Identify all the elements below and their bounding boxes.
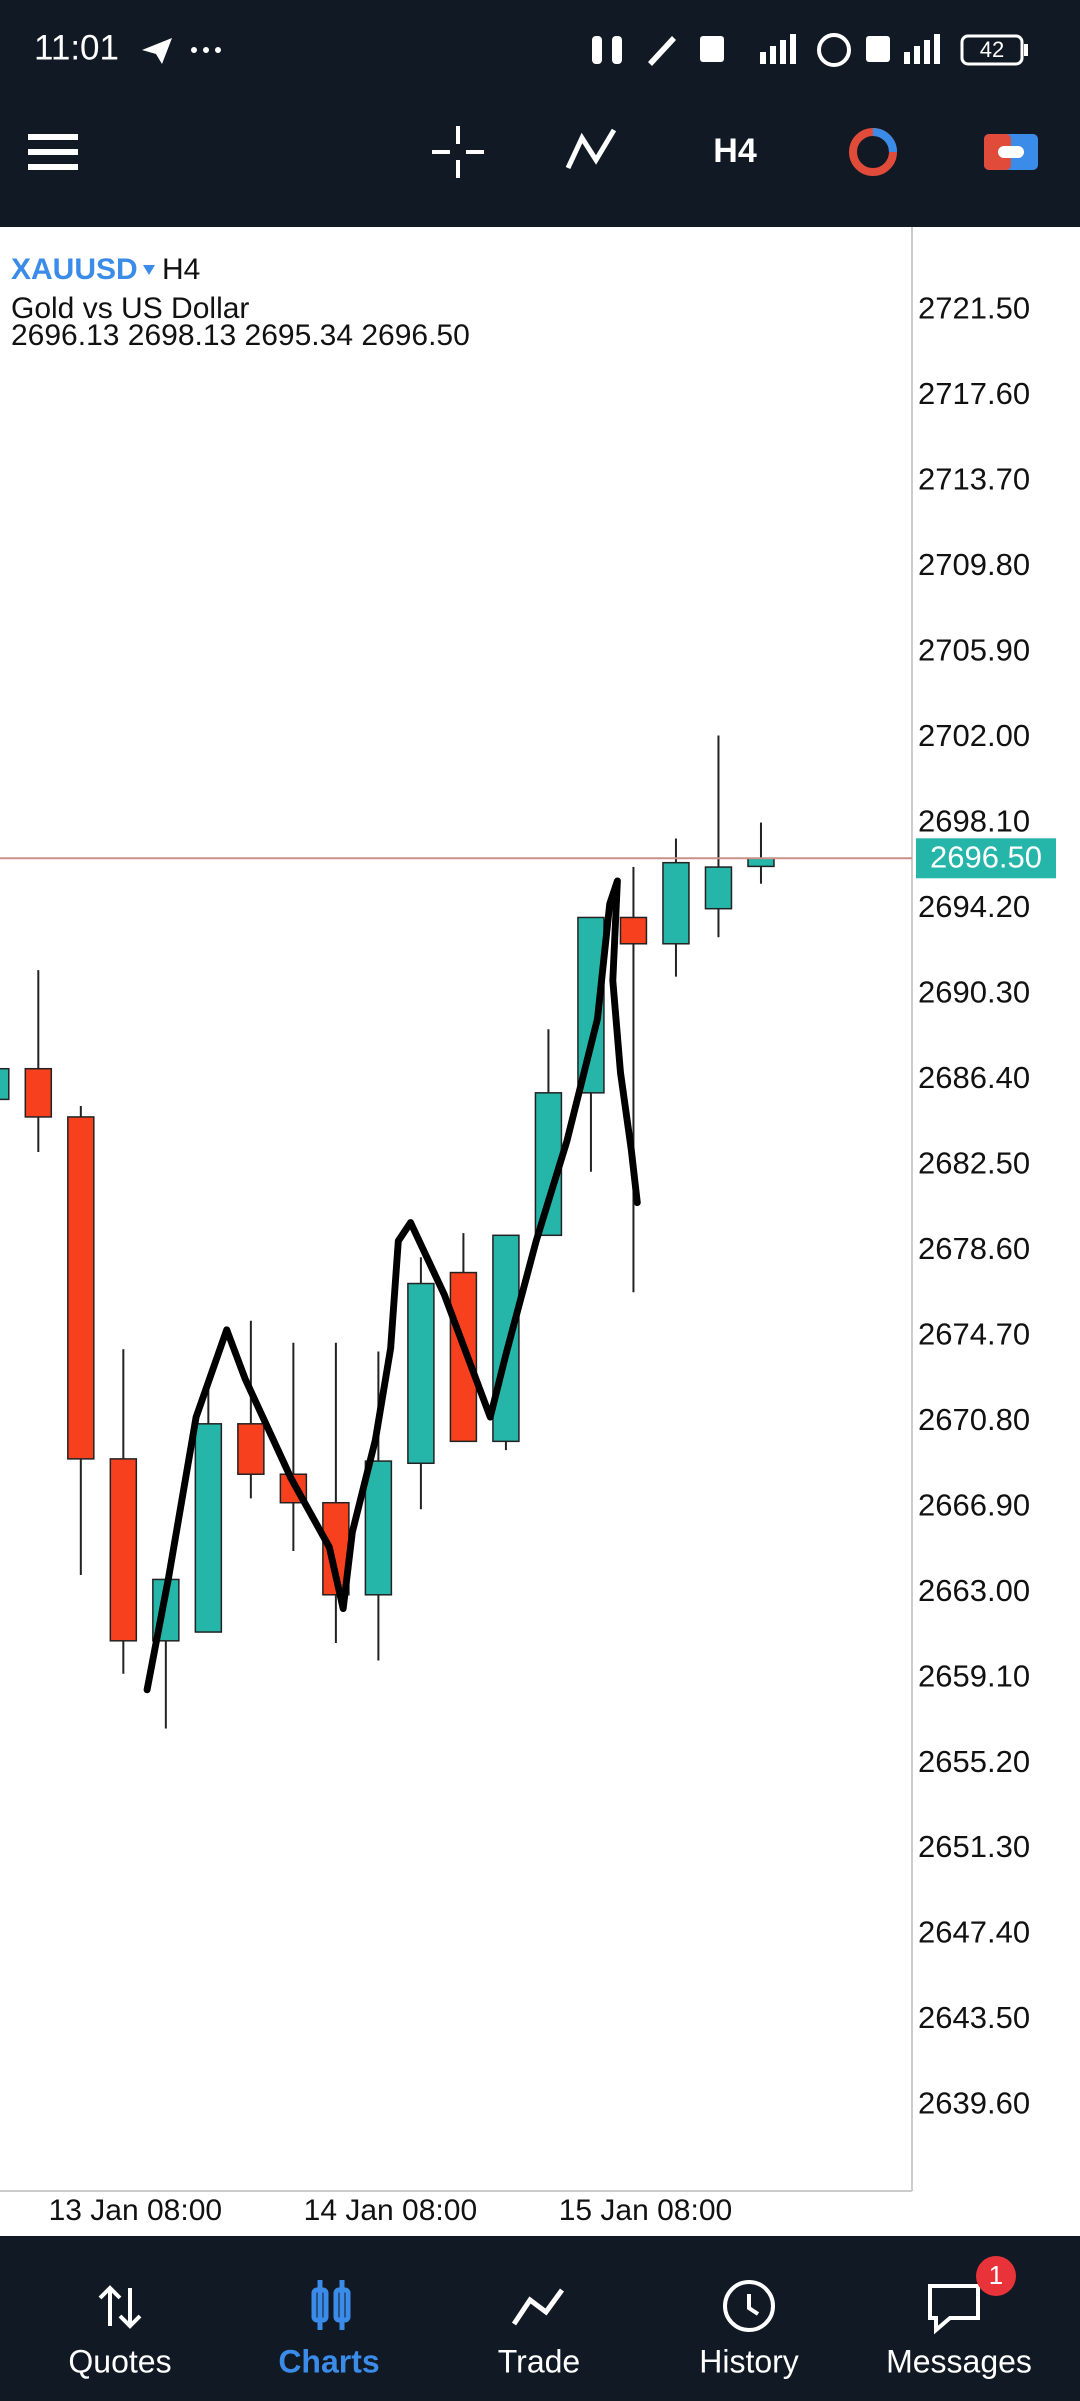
candle-body [662, 861, 690, 945]
candle-body [492, 1234, 520, 1443]
y-tick-label: 2705.90 [918, 632, 1030, 667]
y-tick-label: 2674.70 [918, 1316, 1030, 1351]
y-tick-label: 2713.70 [918, 461, 1030, 496]
candle-body [67, 1116, 95, 1460]
status-time: 11:01 [34, 28, 119, 67]
y-tick-label: 2717.60 [918, 376, 1030, 411]
y-tick-label: 2698.10 [918, 803, 1030, 838]
x-tick-label: 13 Jan 08:00 [49, 2194, 222, 2227]
trade-button-part [984, 134, 1011, 170]
y-tick-label: 2721.50 [918, 290, 1030, 325]
y-tick-label: 2666.90 [918, 1487, 1030, 1522]
color-button-part [872, 128, 897, 153]
battery-level: 42 [980, 37, 1004, 62]
y-tick-label: 2659.10 [918, 1658, 1030, 1693]
last-price-label: 2696.50 [930, 839, 1042, 874]
nav-tab[interactable]: History [699, 2343, 799, 2379]
battery-tip [1024, 44, 1028, 56]
candle-body [364, 1460, 393, 1596]
y-tick-label: 2643.50 [918, 2000, 1030, 2035]
y-tick-label: 2686.40 [918, 1060, 1030, 1095]
y-tick-label: 2678.60 [918, 1231, 1030, 1266]
y-tick-label: 2647.40 [918, 1915, 1030, 1950]
nav-tab[interactable]: Quotes [68, 2343, 171, 2379]
menu-button[interactable] [28, 134, 78, 170]
freehand-drawing [143, 877, 641, 1694]
symbol[interactable]: XAUUSD [11, 253, 138, 286]
y-tick-label: 2639.60 [918, 2086, 1030, 2121]
chart-timeframe: H4 [162, 253, 200, 286]
symbol-dropdown[interactable] [143, 265, 155, 275]
status-icons [592, 33, 940, 67]
candle-body [194, 1423, 223, 1633]
chart: XAUUSD H4 Gold vs US Dollar 2696.13 2698… [0, 227, 1056, 2227]
candle-body [747, 857, 775, 868]
y-tick-label: 2670.80 [918, 1402, 1030, 1437]
message-badge-count: 1 [989, 2260, 1003, 2290]
candle-body [449, 1271, 478, 1443]
nav-bg [0, 2236, 1080, 2401]
y-tick-label: 2702.00 [918, 718, 1030, 753]
y-tick-label: 2709.80 [918, 547, 1030, 582]
candle-body [407, 1282, 435, 1465]
candle-body [109, 1458, 138, 1642]
candle-body [24, 1067, 53, 1118]
battery [960, 34, 1024, 66]
y-tick-label: 2655.20 [918, 1744, 1030, 1779]
indicator-button[interactable] [565, 128, 617, 170]
candle-body [619, 916, 648, 945]
nav-icons [98, 2280, 980, 2335]
y-tick-label: 2663.00 [918, 1573, 1030, 1608]
y-tick-label: 2651.30 [918, 1829, 1030, 1864]
trade-button-inner [998, 146, 1024, 158]
candle-body [704, 866, 733, 910]
message-badge [976, 2256, 1016, 2296]
y-tick-label: 2694.20 [918, 889, 1030, 924]
candle-body [0, 1067, 10, 1101]
symbol-description: Gold vs US Dollar [11, 292, 249, 325]
telegram-icon [142, 38, 172, 64]
y-tick-label: 2690.30 [918, 974, 1030, 1009]
last-price-box [916, 838, 1056, 879]
nav-tab[interactable]: Trade [498, 2343, 580, 2379]
ohlc-info: 2696.13 2698.13 2695.34 2696.50 [11, 319, 470, 352]
nav-tab[interactable]: Messages [886, 2343, 1032, 2379]
y-tick-label: 2682.50 [918, 1145, 1030, 1180]
x-tick-label: 14 Jan 08:00 [304, 2194, 477, 2227]
candle-body [237, 1423, 265, 1475]
header-bg [0, 0, 1080, 227]
nav-tab[interactable]: Charts [278, 2343, 379, 2379]
crosshair-button[interactable] [432, 126, 484, 178]
x-tick-label: 15 Jan 08:00 [559, 2194, 732, 2227]
more-dots [191, 47, 221, 53]
timeframe-button[interactable]: H4 [713, 132, 757, 170]
